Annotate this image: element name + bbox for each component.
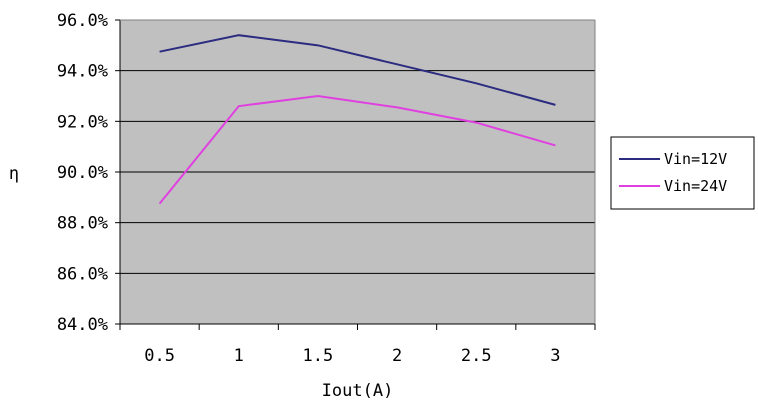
series-line-1 (158, 94, 556, 205)
x-tick-labels: 0.5 1 1.5 2 2.5 3 (144, 346, 560, 366)
series-lines (158, 34, 556, 205)
x-tick-label-3: 2 (392, 346, 402, 366)
axes (115, 19, 596, 330)
y-tick-label-1: 94.0% (57, 62, 108, 82)
y-tick-labels: 96.0% 94.0% 92.0% 90.0% 88.0% 86.0% 84.0% (57, 11, 108, 335)
legend-box (610, 136, 755, 210)
series-line-0 (159, 34, 556, 106)
y-tick-label-0: 96.0% (57, 11, 108, 31)
x-tick-label-1: 1 (234, 346, 244, 366)
y-axis-title: η (9, 164, 19, 184)
x-axis-title: Iout(A) (322, 381, 394, 401)
legend: Vin=12V Vin=24V (610, 136, 755, 210)
y-tick-label-5: 86.0% (57, 264, 108, 284)
y-tick-label-6: 84.0% (57, 315, 108, 335)
legend-label-1: Vin=24V (664, 177, 727, 195)
y-tick-label-4: 88.0% (57, 214, 108, 234)
x-tick-label-4: 2.5 (461, 346, 492, 366)
x-tick-label-0: 0.5 (144, 346, 175, 366)
y-tick-label-3: 90.0% (57, 163, 108, 183)
x-tick-label-5: 3 (550, 346, 560, 366)
legend-label-0: Vin=12V (664, 150, 727, 168)
x-tick-label-2: 1.5 (303, 346, 334, 366)
y-tick-label-2: 92.0% (57, 112, 108, 132)
